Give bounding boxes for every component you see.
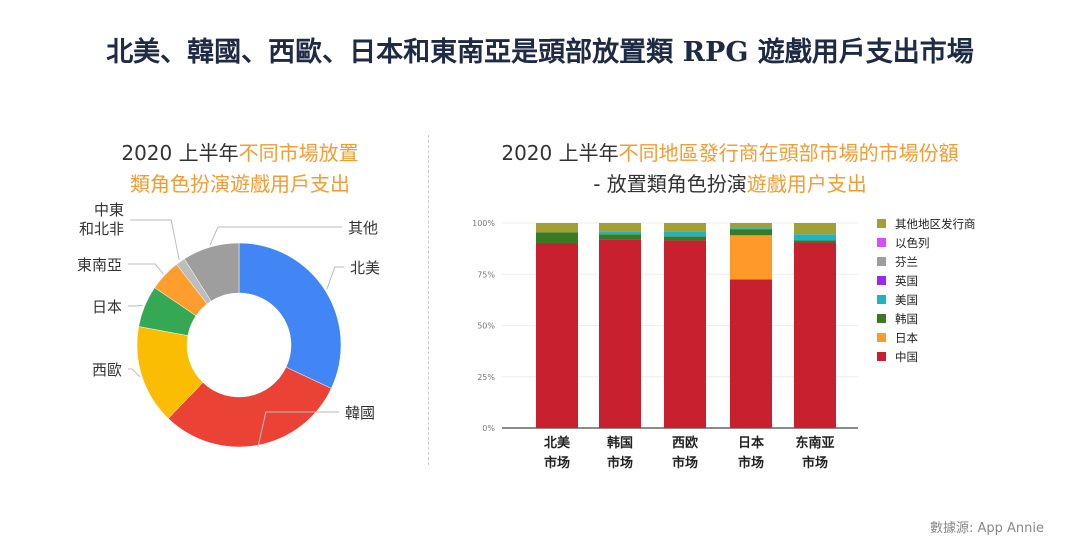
legend-label: 韩国 — [895, 312, 918, 326]
bar-segment — [794, 223, 836, 235]
x-category-label: 韩国市场 — [607, 435, 633, 471]
bar-segment — [794, 234, 836, 241]
y-tick-label: 0% — [482, 424, 495, 433]
donut-slice — [238, 242, 342, 389]
bar-title-part: 2020 上半年 — [501, 141, 619, 165]
stacked-bar-chart: 0% 25% 50% 75% 100% 北美市场 韩国市场 西欧市场 日本市场 东南亚市场 其他地区… — [472, 217, 976, 471]
bar-segment — [730, 279, 772, 428]
donut-slice — [184, 242, 240, 302]
donut-label: 其他 — [348, 219, 378, 237]
y-tick-label: 50% — [477, 322, 495, 331]
x-category-label: 西欧市场 — [672, 435, 698, 471]
legend-label: 中国 — [895, 350, 918, 364]
donut-label: 韓國 — [345, 404, 375, 422]
donut-label: 中東和北非 — [79, 201, 124, 238]
donut-slice — [167, 366, 332, 448]
bar-title: 2020 上半年不同地區發行商在頭部市場的市場份額 - 放置類角色扮演遊戲用户支… — [440, 138, 1020, 200]
bar-segment — [599, 223, 641, 232]
legend-swatch — [877, 257, 886, 266]
donut-label: 西歐 — [92, 361, 122, 379]
donut-title: 2020 上半年不同市場放置 類角色扮演遊戲用戶支出 — [60, 138, 420, 200]
bar-segment — [794, 242, 836, 428]
y-tick-label: 25% — [477, 373, 495, 382]
donut-label: 東南亞 — [77, 256, 122, 274]
legend-swatch — [877, 219, 886, 228]
legend-label: 芬兰 — [895, 255, 918, 269]
bar-segment — [730, 235, 772, 280]
donut-label: 日本 — [92, 298, 122, 316]
bar-segment — [664, 240, 706, 428]
bar-segment — [536, 232, 578, 244]
bar-segment — [730, 228, 772, 230]
leader-line — [257, 411, 339, 448]
legend-swatch — [877, 333, 886, 342]
bar-segment — [664, 223, 706, 232]
legend-label: 日本 — [895, 331, 918, 345]
x-category-label: 北美市场 — [544, 435, 571, 471]
bar-segment — [730, 223, 772, 229]
bar-segment — [599, 234, 641, 240]
leader-line — [128, 263, 164, 275]
bar-segment — [730, 229, 772, 236]
legend-swatch — [877, 238, 886, 247]
bar-segment — [536, 223, 578, 233]
legend-swatch — [877, 295, 886, 304]
legend-label: 以色列 — [895, 236, 930, 250]
leader-line — [130, 219, 180, 261]
legend-label: 其他地区发行商 — [895, 217, 976, 231]
legend-label: 英国 — [895, 274, 918, 288]
bar-title-part: 遊戲用户支出 — [746, 172, 867, 196]
source-note: 數據源: App Annie — [929, 521, 1044, 536]
bar-segment — [599, 239, 641, 428]
divider — [428, 135, 429, 465]
bar-segment — [536, 243, 578, 428]
leader-line — [128, 368, 141, 378]
donut-title-part: 類角色扮演遊戲用戶支出 — [130, 172, 350, 196]
x-category-label: 日本市场 — [738, 435, 764, 471]
y-tick-label: 75% — [477, 270, 495, 279]
legend-label: 美国 — [895, 293, 918, 307]
bar-segment — [664, 236, 706, 241]
legend-swatch — [877, 314, 886, 323]
bar-segment — [794, 240, 836, 243]
main-title: 北美、韓國、西歐、日本和東南亞是頭部放置類 RPG 遊戲用戶支出市場 — [106, 37, 974, 68]
donut-label: 北美 — [350, 259, 380, 277]
leader-line — [326, 266, 344, 290]
bar-segment — [664, 231, 706, 237]
x-category-label: 东南亚市场 — [795, 435, 834, 471]
legend-swatch — [877, 276, 886, 285]
bar-segment — [599, 231, 641, 235]
legend-swatch — [877, 352, 886, 361]
bar-title-part: 不同地區發行商在頭部市場的市場份額 — [618, 141, 959, 165]
donut-title-part: 不同市場放置 — [238, 141, 359, 165]
leader-line — [209, 226, 342, 246]
y-tick-label: 100% — [472, 219, 495, 228]
bar-title-part: - 放置類角色扮演 — [593, 172, 747, 196]
donut-title-part: 2020 上半年 — [121, 141, 239, 165]
